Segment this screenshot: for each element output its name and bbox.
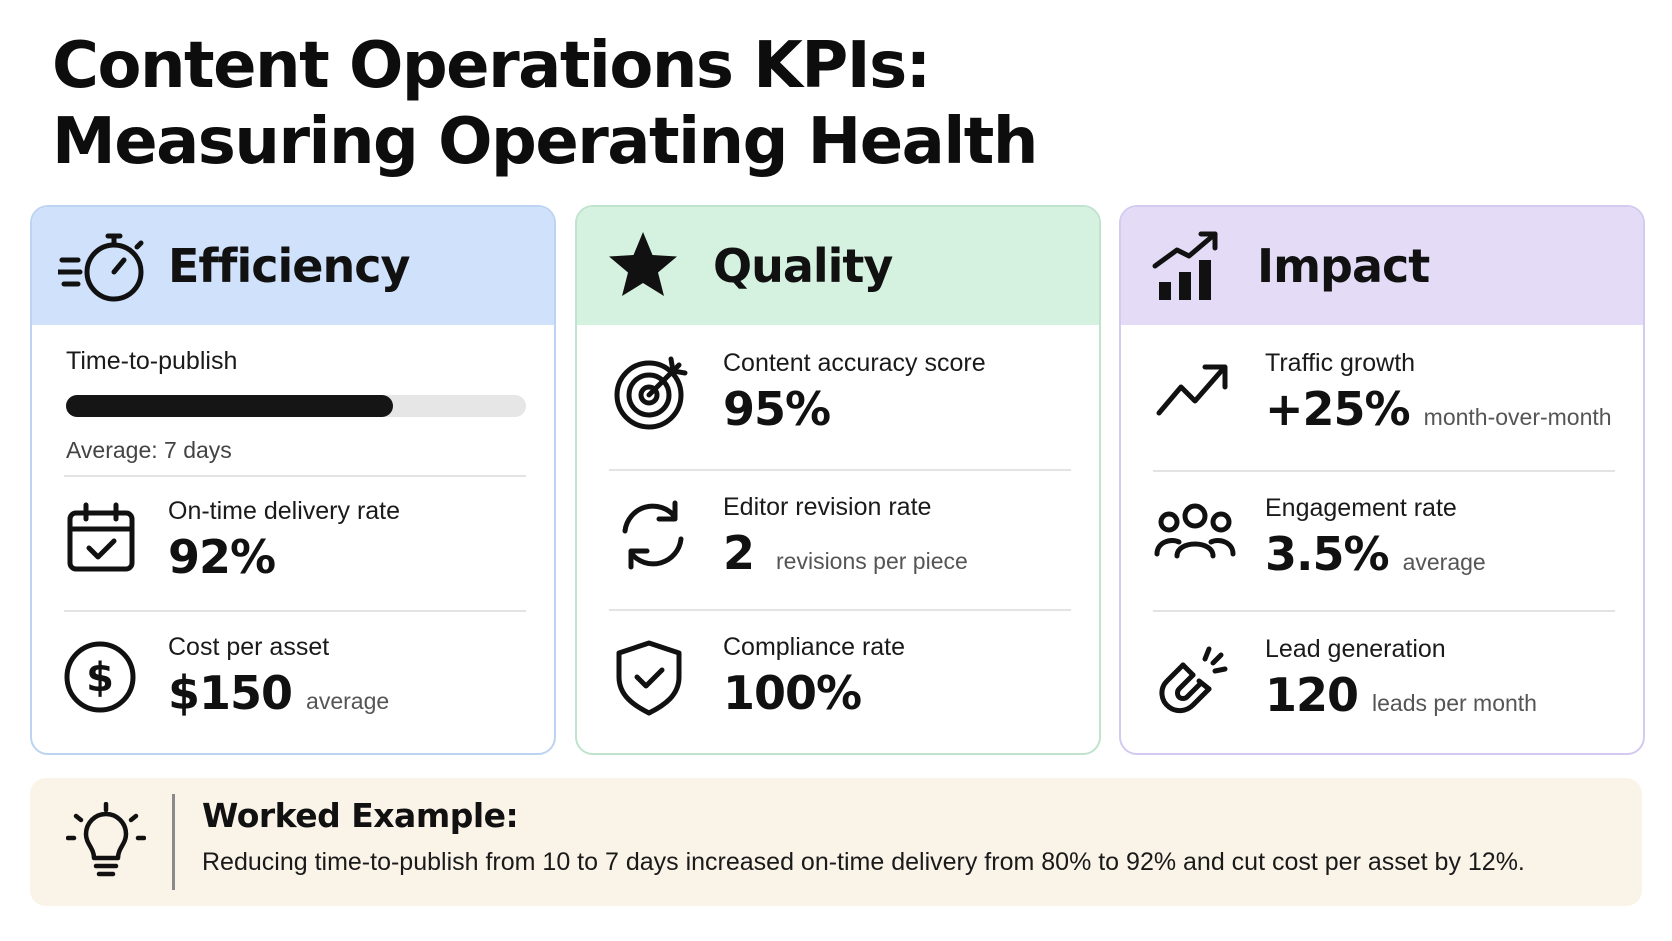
quality-header: Quality: [577, 207, 1099, 325]
editor-revision-label: Editor revision rate: [723, 493, 932, 521]
content-accuracy-label: Content accuracy score: [723, 349, 986, 377]
divider: [609, 609, 1071, 611]
bar-chart-trend-icon: [1147, 226, 1239, 306]
people-icon: [1153, 496, 1237, 576]
cost-per-asset-label: Cost per asset: [168, 633, 330, 661]
on-time-delivery-value: 92%: [168, 530, 276, 584]
time-to-publish-bar-fill: [66, 395, 393, 417]
efficiency-header: Efficiency: [32, 207, 554, 325]
lightbulb-icon: [65, 801, 147, 882]
traffic-growth-value: +25%: [1265, 382, 1411, 436]
time-to-publish-bar: [66, 395, 526, 417]
impact-header: Impact: [1121, 207, 1643, 325]
lead-generation-value: 120: [1265, 668, 1359, 722]
traffic-growth-unit: month-over-month: [1423, 404, 1612, 430]
divider: [609, 469, 1071, 471]
shield-check-icon: [613, 637, 693, 717]
editor-revision-value: 2: [723, 526, 755, 580]
engagement-rate-value: 3.5%: [1265, 527, 1390, 581]
time-to-publish-note: Average: 7 days: [66, 437, 232, 463]
lead-generation-unit: leads per month: [1372, 690, 1537, 716]
calendar-check-icon: [62, 499, 142, 579]
divider: [64, 610, 526, 612]
worked-example-box: Worked Example: Reducing time-to-publish…: [30, 778, 1642, 906]
magnet-icon: [1153, 639, 1233, 719]
lead-generation-label: Lead generation: [1265, 635, 1446, 663]
worked-example-title: Worked Example:: [202, 796, 519, 835]
impact-title: Impact: [1257, 239, 1430, 293]
worked-example-text: Reducing time-to-publish from 10 to 7 da…: [202, 848, 1525, 876]
page-title: Content Operations KPIs: Measuring Opera…: [52, 28, 1038, 180]
compliance-label: Compliance rate: [723, 633, 906, 661]
dollar-coin-icon: $: [62, 637, 142, 717]
impact-card: Impact Traffic growth +25% month-over-mo…: [1119, 205, 1645, 755]
divider: [64, 475, 526, 477]
efficiency-card: Efficiency Time-to-publish Average: 7 da…: [30, 205, 556, 755]
engagement-rate-unit: average: [1402, 549, 1486, 575]
quality-title: Quality: [713, 239, 893, 293]
time-to-publish-label: Time-to-publish: [66, 347, 238, 375]
engagement-rate-label: Engagement rate: [1265, 494, 1457, 522]
cost-per-asset-value: $150: [168, 666, 293, 720]
page-title-line-1: Content Operations KPIs:: [52, 29, 931, 103]
on-time-delivery-label: On-time delivery rate: [168, 497, 401, 525]
example-divider: [172, 794, 175, 890]
page-title-line-2: Measuring Operating Health: [52, 105, 1038, 179]
cost-per-asset-unit: average: [306, 688, 390, 714]
content-accuracy-value: 95%: [723, 382, 831, 436]
traffic-growth-label: Traffic growth: [1265, 349, 1416, 377]
quality-card: Quality Content accuracy score 95%: [575, 205, 1101, 755]
editor-revision-unit: revisions per piece: [776, 548, 968, 574]
efficiency-title: Efficiency: [168, 239, 410, 293]
trend-up-icon: [1153, 351, 1233, 431]
divider: [1153, 610, 1615, 612]
star-icon: [603, 226, 695, 306]
refresh-icon: [613, 495, 693, 575]
compliance-value: 100%: [723, 666, 862, 720]
stopwatch-icon: [58, 226, 150, 306]
svg-text:$: $: [86, 655, 114, 701]
target-icon: [613, 351, 693, 431]
divider: [1153, 470, 1615, 472]
